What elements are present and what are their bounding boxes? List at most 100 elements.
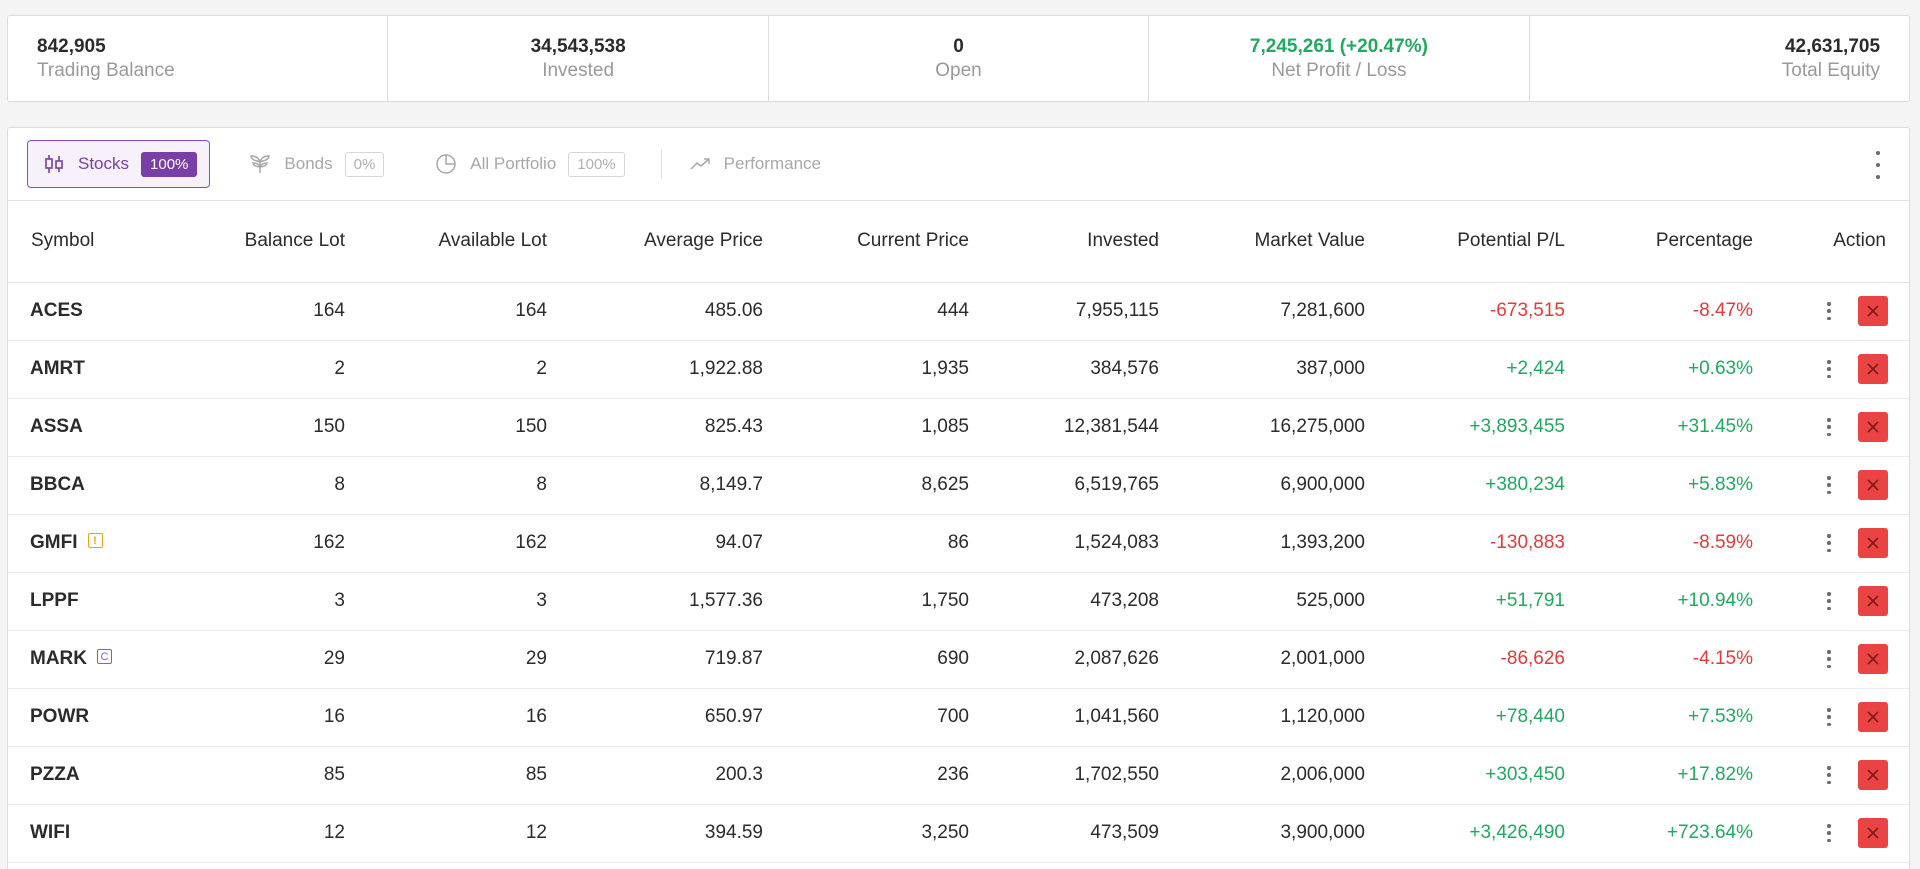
cell-avg-price: 394.59: [547, 804, 763, 863]
remove-position-button[interactable]: [1858, 412, 1888, 442]
table-row[interactable]: ACES 164 164 485.06 444 7,955,115 7,281,600 -67…: [8, 282, 1909, 341]
holdings-table-body: ACES 164 164 485.06 444 7,955,115 7,281,600 -67…: [8, 282, 1909, 863]
row-menu-icon[interactable]: [1824, 824, 1834, 842]
notation-c-icon[interactable]: C: [97, 649, 112, 665]
symbol-cell[interactable]: LPPF: [8, 572, 173, 631]
tab-bonds[interactable]: Bonds 0%: [234, 140, 396, 188]
action-cell: [1753, 340, 1909, 399]
row-menu-icon[interactable]: [1824, 476, 1834, 494]
column-header-market-value[interactable]: Market Value: [1159, 201, 1365, 283]
tab-performance-label: Performance: [723, 154, 821, 173]
more-options-icon[interactable]: [1873, 151, 1883, 179]
remove-position-button[interactable]: [1858, 760, 1888, 790]
summary-invested: 34,543,538 Invested: [388, 16, 769, 101]
row-menu-icon[interactable]: [1824, 360, 1834, 378]
column-header-current-price[interactable]: Current Price: [763, 201, 969, 283]
close-icon: [1867, 769, 1879, 781]
close-icon: [1867, 537, 1879, 549]
symbol-cell[interactable]: ASSA: [8, 398, 173, 457]
remove-position-button[interactable]: [1858, 818, 1888, 848]
remove-position-button[interactable]: [1858, 470, 1888, 500]
symbol-text: PZZA: [30, 764, 80, 785]
pie-chart-icon: [434, 152, 458, 176]
cell-market-value: 2,001,000: [1159, 630, 1365, 689]
symbol-cell[interactable]: WIFI: [8, 804, 173, 863]
cell-available-lot: 164: [345, 282, 547, 341]
cell-current-price: 236: [763, 746, 969, 805]
table-row[interactable]: BBCA 8 8 8,149.7 8,625 6,519,765 6,900,000 +380…: [8, 456, 1909, 515]
cell-pct: +7.53%: [1565, 688, 1753, 747]
table-row[interactable]: MARK C 29 29 719.87 690 2,087,626 2,001,000 -86,…: [8, 630, 1909, 689]
symbol-cell[interactable]: GMFI!: [8, 514, 173, 573]
column-header-symbol[interactable]: Symbol: [8, 201, 173, 283]
cell-avg-price: 650.97: [547, 688, 763, 747]
cell-invested: 473,208: [969, 572, 1159, 631]
action-cell: [1753, 456, 1909, 515]
remove-position-button[interactable]: [1858, 354, 1888, 384]
cell-avg-price: 94.07: [547, 514, 763, 573]
symbol-cell[interactable]: ACES: [8, 282, 173, 341]
row-menu-icon[interactable]: [1824, 418, 1834, 436]
row-menu-icon[interactable]: [1824, 534, 1834, 552]
cell-market-value: 6,900,000: [1159, 456, 1365, 515]
close-icon: [1867, 305, 1879, 317]
column-header-potential-p-l[interactable]: Potential P/L: [1365, 201, 1565, 283]
row-menu-icon[interactable]: [1824, 650, 1834, 668]
column-header-percentage[interactable]: Percentage: [1565, 201, 1753, 283]
action-cell: [1753, 514, 1909, 573]
remove-position-button[interactable]: [1858, 644, 1888, 674]
symbol-cell[interactable]: BBCA: [8, 456, 173, 515]
summary-value: 42,631,705: [1784, 35, 1881, 57]
tab-bonds-label: Bonds: [284, 154, 333, 173]
table-row[interactable]: WIFI 12 12 394.59 3,250 473,509 3,900,000 +3,42…: [8, 804, 1909, 863]
cell-pl: +78,440: [1365, 688, 1565, 747]
remove-position-button[interactable]: [1858, 296, 1888, 326]
cell-pl: +3,893,455: [1365, 398, 1565, 457]
row-menu-icon[interactable]: [1824, 592, 1834, 610]
column-header-action[interactable]: Action: [1753, 201, 1909, 283]
remove-position-button[interactable]: [1858, 702, 1888, 732]
cell-market-value: 3,900,000: [1159, 804, 1365, 863]
symbol-cell[interactable]: PZZA: [8, 746, 173, 805]
tab-all-portfolio-badge: 100%: [568, 151, 625, 177]
remove-position-button[interactable]: [1858, 586, 1888, 616]
cell-pct: +0.63%: [1565, 340, 1753, 399]
cell-current-price: 3,250: [763, 804, 969, 863]
symbol-text: WIFI: [30, 822, 71, 843]
summary-label: Net Profit / Loss: [1271, 59, 1407, 81]
cell-pct: +17.82%: [1565, 746, 1753, 805]
tab-all-portfolio[interactable]: All Portfolio 100%: [420, 140, 636, 188]
table-row[interactable]: PZZA 85 85 200.3 236 1,702,550 2,006,000 +303,4…: [8, 746, 1909, 805]
row-menu-icon[interactable]: [1824, 708, 1834, 726]
cell-balance-lot: 164: [173, 282, 345, 341]
table-row[interactable]: GMFI! 162 162 94.07 86 1,524,083 1,393,200 -130…: [8, 514, 1909, 573]
symbol-cell[interactable]: POWR: [8, 688, 173, 747]
column-header-available-lot[interactable]: Available Lot: [345, 201, 547, 283]
column-header-average-price[interactable]: Average Price: [547, 201, 763, 283]
close-icon: [1867, 479, 1879, 491]
tab-stocks[interactable]: Stocks 100%: [27, 140, 211, 188]
symbol-text: BBCA: [30, 474, 85, 495]
holdings-table: Symbol Balance Lot Available Lot Average Pr…: [8, 201, 1909, 863]
table-row[interactable]: POWR 16 16 650.97 700 1,041,560 1,120,000 +78,4…: [8, 688, 1909, 747]
warning-flag-icon[interactable]: !: [87, 533, 103, 549]
cell-current-price: 86: [763, 514, 969, 573]
cell-pct: -4.15%: [1565, 630, 1753, 689]
table-row[interactable]: AMRT 2 2 1,922.88 1,935 384,576 387,000 +2,424 +…: [8, 340, 1909, 399]
table-row[interactable]: LPPF 3 3 1,577.36 1,750 473,208 525,000 +51,791…: [8, 572, 1909, 631]
symbol-cell[interactable]: MARK C: [8, 630, 173, 689]
table-row[interactable]: ASSA 150 150 825.43 1,085 12,381,544 16,275,00…: [8, 398, 1909, 457]
cell-balance-lot: 12: [173, 804, 345, 863]
summary-total-equity: 42,631,705 Total Equity: [1530, 16, 1909, 101]
row-menu-icon[interactable]: [1824, 302, 1834, 320]
cell-available-lot: 29: [345, 630, 547, 689]
cell-available-lot: 2: [345, 340, 547, 399]
symbol-text: POWR: [30, 706, 90, 727]
remove-position-button[interactable]: [1858, 528, 1888, 558]
cell-market-value: 2,006,000: [1159, 746, 1365, 805]
column-header-balance-lot[interactable]: Balance Lot: [173, 201, 345, 283]
row-menu-icon[interactable]: [1824, 766, 1834, 784]
symbol-cell[interactable]: AMRT: [8, 340, 173, 399]
column-header-invested[interactable]: Invested: [969, 201, 1159, 283]
tab-performance[interactable]: Performance: [674, 140, 833, 188]
